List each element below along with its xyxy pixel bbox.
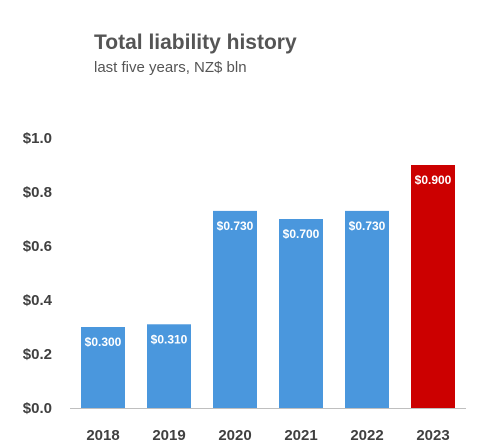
x-tick-label: 2019 (152, 427, 185, 444)
bar-2018 (81, 327, 125, 408)
bar-2023 (411, 165, 455, 408)
bar-2021 (279, 219, 323, 408)
data-label-2021: $0.700 (283, 227, 320, 241)
y-tick-label: $0.2 (23, 346, 52, 363)
x-tick-label: 2020 (218, 427, 251, 444)
y-tick-label: $0.6 (23, 238, 52, 255)
data-label-2018: $0.300 (85, 335, 122, 349)
data-label-2022: $0.730 (349, 219, 386, 233)
bar-2019 (147, 324, 191, 408)
chart-subtitle: last five years, NZ$ bln (94, 59, 247, 76)
y-tick-label: $0.8 (23, 184, 52, 201)
x-tick-label: 2022 (350, 427, 383, 444)
x-tick-label: 2021 (284, 427, 317, 444)
y-tick-label: $0.0 (23, 400, 52, 417)
data-label-2023: $0.900 (415, 173, 452, 187)
x-tick-label: 2023 (416, 427, 449, 444)
chart-title: Total liability history (94, 31, 297, 54)
x-tick-label: 2018 (86, 427, 119, 444)
data-label-2020: $0.730 (217, 219, 254, 233)
data-label-2019: $0.310 (151, 332, 188, 346)
bar-2022 (345, 210, 389, 408)
y-tick-label: $1.0 (23, 130, 52, 147)
bar-2020 (213, 210, 257, 408)
y-tick-label: $0.4 (23, 292, 53, 309)
